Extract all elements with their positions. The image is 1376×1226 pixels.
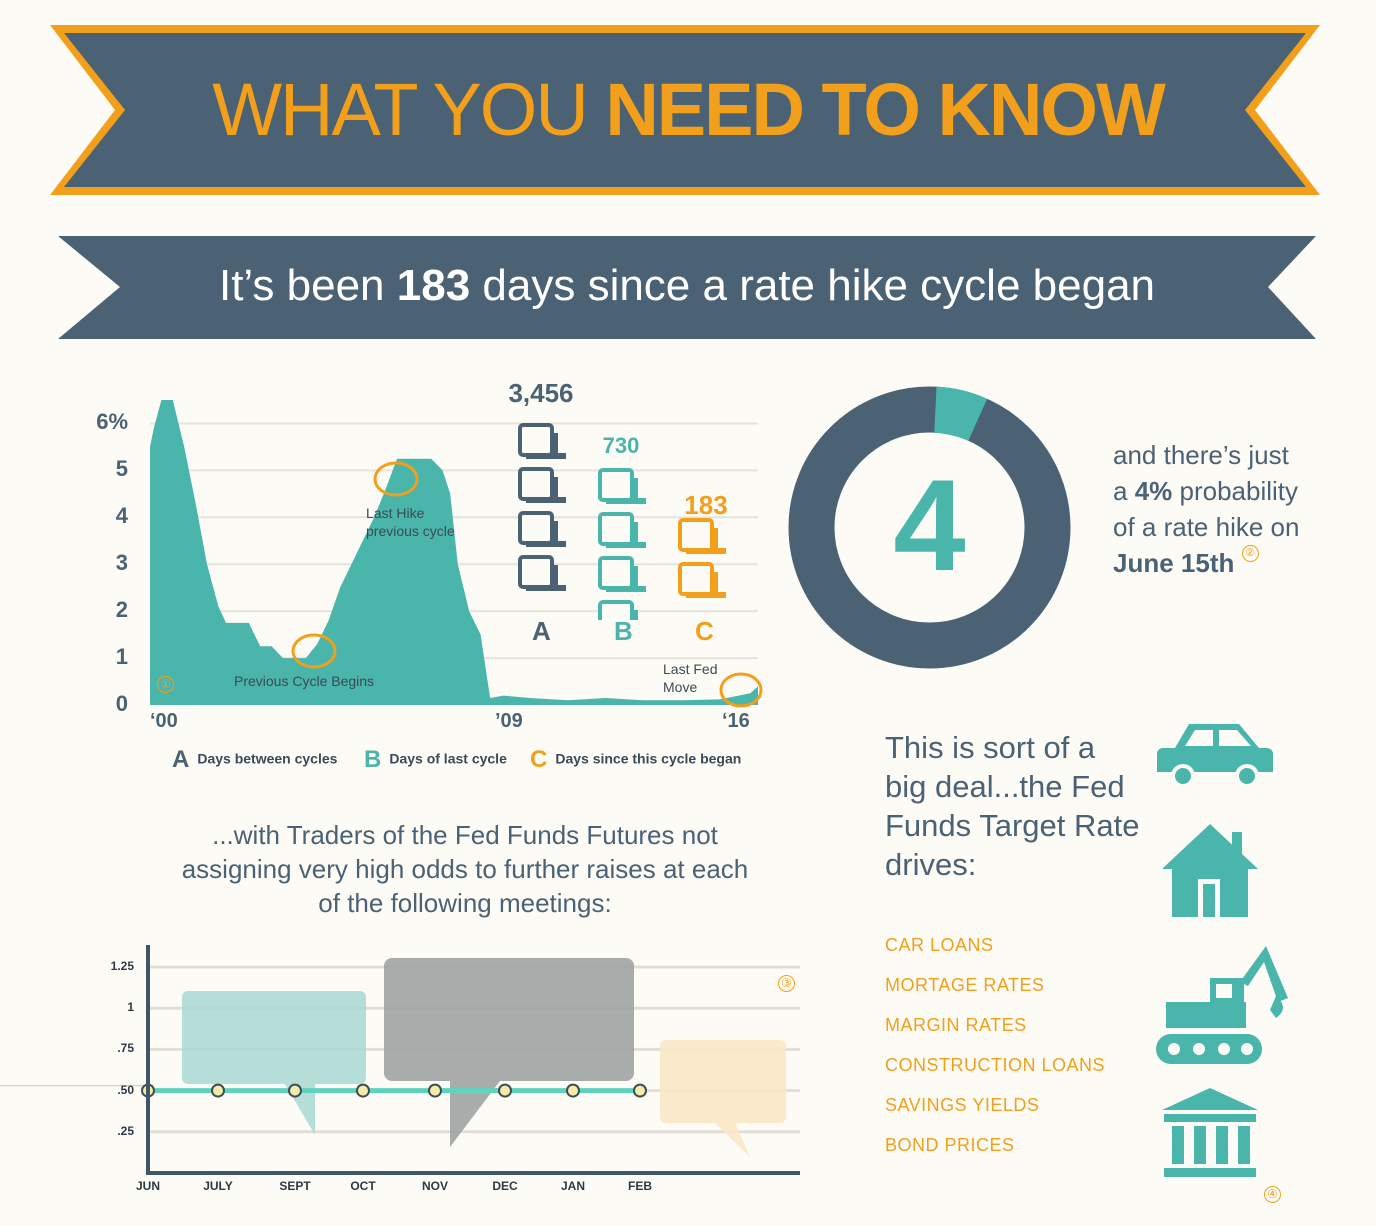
futures-x-tick: DEC bbox=[492, 1179, 518, 1193]
house-icon bbox=[1162, 824, 1258, 917]
drive-item: BOND PRICES bbox=[885, 1135, 1015, 1155]
calendar-icon bbox=[518, 467, 566, 503]
traders-text: ...with Traders of the Fed Funds Futures… bbox=[181, 820, 749, 918]
futures-point bbox=[428, 1083, 442, 1098]
value-c: 183 bbox=[684, 490, 728, 520]
y-tick: 3 bbox=[115, 550, 128, 576]
x-tick-09: ’09 bbox=[495, 710, 523, 732]
futures-x-tick: NOV bbox=[421, 1179, 448, 1193]
excavator-icon bbox=[1156, 946, 1288, 1064]
futures-x-tick: OCT bbox=[350, 1179, 376, 1193]
calendar-icon bbox=[598, 556, 646, 592]
annotation-last-fed-move: Last Fed Move bbox=[663, 661, 718, 695]
subtitle: It’s been 183 days since a rate hike cyc… bbox=[218, 261, 1156, 310]
callout-gray bbox=[384, 958, 634, 1147]
probability-date: June 15th bbox=[1113, 548, 1235, 578]
probability-text: and there’s just a 4% probability of a r… bbox=[1113, 440, 1300, 578]
y-tick: 1 bbox=[115, 644, 128, 670]
futures-point bbox=[288, 1083, 302, 1098]
legend-b: B Days of last cycle bbox=[364, 746, 507, 773]
car-icon bbox=[1157, 724, 1273, 788]
futures-x-tick: JUN bbox=[135, 1179, 160, 1193]
futures-y-tick: .75 bbox=[117, 1041, 134, 1056]
calendar-icons bbox=[518, 423, 726, 620]
futures-point bbox=[566, 1083, 580, 1098]
letter-a: A bbox=[532, 616, 551, 646]
fed-rate-area bbox=[150, 400, 758, 705]
donut-slice-4pct bbox=[933, 386, 988, 442]
y-tick: 5 bbox=[115, 456, 128, 482]
last-fed-move-marker bbox=[719, 672, 763, 708]
calendar-icon bbox=[678, 562, 726, 598]
value-b: 730 bbox=[602, 433, 640, 458]
futures-point bbox=[498, 1083, 512, 1098]
calendar-icon bbox=[598, 512, 646, 548]
futures-y-tick: 1.25 bbox=[110, 959, 134, 973]
fed-rate-area-chart bbox=[150, 400, 763, 708]
last-hike-marker bbox=[373, 461, 419, 497]
letter-c: C bbox=[695, 616, 714, 646]
legend-c: C Days since this cycle began bbox=[530, 746, 742, 773]
drive-item: MARGIN RATES bbox=[885, 1015, 1027, 1035]
y-tick: 4 bbox=[115, 503, 128, 529]
callout-peach bbox=[660, 1040, 786, 1157]
reference-1: ① bbox=[157, 676, 174, 693]
drive-item: CAR LOANS bbox=[885, 935, 994, 955]
previous-cycle-marker bbox=[291, 633, 337, 669]
donut-track bbox=[788, 386, 1071, 669]
donut-center-label: 4 bbox=[893, 452, 966, 598]
page-title: WHAT YOU NEED TO KNOW bbox=[212, 68, 1166, 151]
calendar-icon bbox=[518, 511, 566, 547]
callout-teal bbox=[182, 991, 366, 1135]
annotation-last-hike: Last Hike previous cycle bbox=[366, 505, 455, 539]
subtitle-banner bbox=[58, 236, 1316, 339]
calendar-icon bbox=[598, 600, 638, 620]
title-banner bbox=[50, 25, 1320, 195]
futures-y-tick: 1 bbox=[127, 1000, 134, 1015]
probability-donut bbox=[788, 386, 1071, 669]
futures-x-tick: SEPT bbox=[279, 1179, 311, 1193]
calendar-icon bbox=[598, 468, 646, 504]
futures-point bbox=[356, 1083, 370, 1098]
calendar-icon bbox=[518, 555, 566, 591]
reference-4: ④ bbox=[1264, 1186, 1281, 1203]
futures-y-tick: .25 bbox=[117, 1123, 134, 1138]
y-tick: 2 bbox=[115, 597, 128, 623]
reference-2: ② bbox=[1241, 545, 1259, 562]
futures-x-tick: FEB bbox=[628, 1179, 652, 1193]
drive-item: SAVINGS YIELDS bbox=[885, 1095, 1040, 1115]
legend-a: A Days between cycles bbox=[172, 746, 338, 773]
futures-x-tick: JAN bbox=[560, 1179, 585, 1193]
futures-point bbox=[633, 1083, 647, 1098]
futures-line-chart bbox=[0, 945, 800, 1175]
futures-x-tick: JULY bbox=[203, 1179, 233, 1193]
reference-3: ③ bbox=[778, 975, 795, 992]
y-tick: 0 bbox=[115, 691, 128, 716]
letter-b: B bbox=[614, 616, 633, 646]
x-tick-00: ‘00 bbox=[150, 710, 178, 732]
y-tick: 6% bbox=[96, 409, 128, 435]
calendar-icon bbox=[518, 423, 566, 459]
value-a: 3,456 bbox=[508, 378, 574, 408]
drive-item: MORTAGE RATES bbox=[885, 975, 1045, 995]
futures-y-tick: .50 bbox=[117, 1082, 134, 1097]
x-tick-16: ‘16 bbox=[722, 710, 750, 732]
calendar-icon bbox=[678, 518, 726, 554]
futures-point bbox=[211, 1083, 225, 1098]
bank-icon bbox=[1162, 1088, 1258, 1177]
big-deal-text: This is sort of a big deal...the Fed Fun… bbox=[885, 730, 1140, 882]
drive-item: CONSTRUCTION LOANS bbox=[885, 1055, 1106, 1075]
annotation-previous-cycle: Previous Cycle Begins bbox=[234, 673, 375, 689]
